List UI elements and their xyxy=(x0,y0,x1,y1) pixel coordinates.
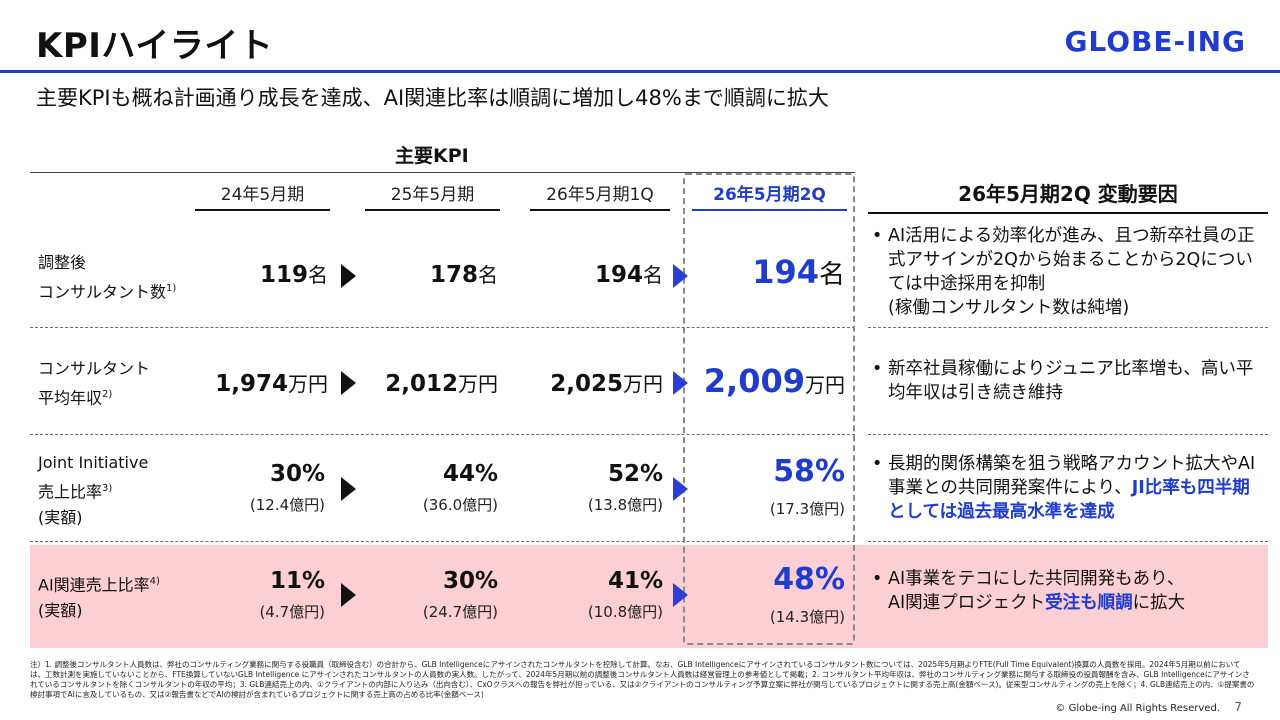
row-divider xyxy=(30,434,855,435)
ai-row-highlight xyxy=(30,545,1268,648)
value-ai-fy25-amount: (24.7億円) xyxy=(422,603,498,621)
value-ai-fy26-2q: 48% xyxy=(773,562,845,597)
value-ji-fy25: 44% xyxy=(442,461,498,487)
row-label-ai-related: AI関連売上比率4) (実額) xyxy=(38,575,160,621)
value-consultants-fy26-1q: 194名 xyxy=(594,262,663,288)
row-divider xyxy=(30,327,855,328)
value-ai-fy26-1q: 41% xyxy=(607,568,663,594)
arrow-right-icon xyxy=(341,477,356,501)
header-divider xyxy=(0,70,1280,73)
value-ai-fy26-2q-amount: (14.3億円) xyxy=(769,608,845,626)
page-subtitle: 主要KPIも概ね計画通り成長を達成、AI関連比率は順調に増加し48%まで順調に拡… xyxy=(36,86,829,110)
reason-consultants: • AI活用による効率化が進み、且つ新卒社員の正式アサインが2Qから始まることか… xyxy=(872,226,1255,318)
value-ai-fy25: 30% xyxy=(442,568,498,594)
arrow-right-icon xyxy=(341,264,356,288)
value-ai-fy24: 11% xyxy=(269,568,325,594)
current-period-highlight-box xyxy=(683,173,855,645)
kpi-group-header: 主要KPI xyxy=(395,145,469,167)
value-ji-fy26-2q: 58% xyxy=(773,454,845,489)
value-ji-fy26-1q-amount: (13.8億円) xyxy=(587,496,663,514)
bullet-icon: • xyxy=(872,454,883,474)
column-header-fy25: 25年5月期 xyxy=(365,183,500,211)
copyright: © Globe-ing All Rights Reserved. xyxy=(1055,703,1220,714)
arrow-right-icon xyxy=(673,477,688,501)
page-number: 7 xyxy=(1234,700,1242,714)
row-divider xyxy=(868,541,1268,542)
arrow-right-icon xyxy=(673,371,688,395)
row-divider xyxy=(868,327,1268,328)
value-ji-fy25-amount: (36.0億円) xyxy=(422,496,498,514)
reason-joint-initiative: • 長期的関係構築を狙う戦略アカウント拡大やAI事業との共同開発案件により、JI… xyxy=(872,454,1256,522)
value-consultants-fy26-2q: 194名 xyxy=(752,253,845,291)
row-divider xyxy=(868,434,1268,435)
column-header-fy24: 24年5月期 xyxy=(195,183,330,211)
arrow-right-icon xyxy=(341,371,356,395)
value-salary-fy26-2q: 2,009万円 xyxy=(703,362,845,400)
reason-header: 26年5月期2Q 変動要因 xyxy=(868,178,1268,214)
reason-salary: • 新卒社員稼働によりジュニア比率増も、高い平均年収は引き続き維持 xyxy=(872,359,1254,403)
row-label-average-salary: コンサルタント 平均年収2) xyxy=(38,359,151,408)
value-ji-fy24: 30% xyxy=(269,461,325,487)
value-ji-fy24-amount: (12.4億円) xyxy=(249,496,325,514)
kpi-header-rule xyxy=(30,172,855,173)
row-label-consultants: 調整後 コンサルタント数1) xyxy=(38,253,177,302)
value-ai-fy24-amount: (4.7億円) xyxy=(259,603,325,621)
value-ji-fy26-1q: 52% xyxy=(607,461,663,487)
footnote: 注）1. 調整後コンサルタント人員数は、弊社のコンサルティング業務に関与する役職… xyxy=(30,660,1255,699)
arrow-right-icon xyxy=(673,264,688,288)
bullet-icon: • xyxy=(872,569,883,589)
row-label-joint-initiative: Joint Initiative 売上比率3) (実額) xyxy=(38,453,149,528)
value-salary-fy25: 2,012万円 xyxy=(385,371,498,397)
value-consultants-fy24: 119名 xyxy=(259,262,328,288)
value-salary-fy24: 1,974万円 xyxy=(215,371,328,397)
company-logo: GLOBE-ING xyxy=(1064,25,1246,58)
bullet-icon: • xyxy=(872,226,883,246)
reason-ai-related: • AI事業をテコにした共同開発もあり、 AI関連プロジェクト受注も順調に拡大 xyxy=(872,569,1186,613)
value-salary-fy26-1q: 2,025万円 xyxy=(550,371,663,397)
column-header-fy26-2q: 26年5月期2Q xyxy=(692,183,847,211)
arrow-right-icon xyxy=(673,583,688,607)
bullet-icon: • xyxy=(872,359,883,379)
column-header-fy26-1q: 26年5月期1Q xyxy=(530,183,670,211)
value-ai-fy26-1q-amount: (10.8億円) xyxy=(587,603,663,621)
value-consultants-fy25: 178名 xyxy=(429,262,498,288)
value-ji-fy26-2q-amount: (17.3億円) xyxy=(769,500,845,518)
page-title: KPIハイライト xyxy=(36,26,274,66)
arrow-right-icon xyxy=(341,583,356,607)
row-divider xyxy=(30,541,855,542)
